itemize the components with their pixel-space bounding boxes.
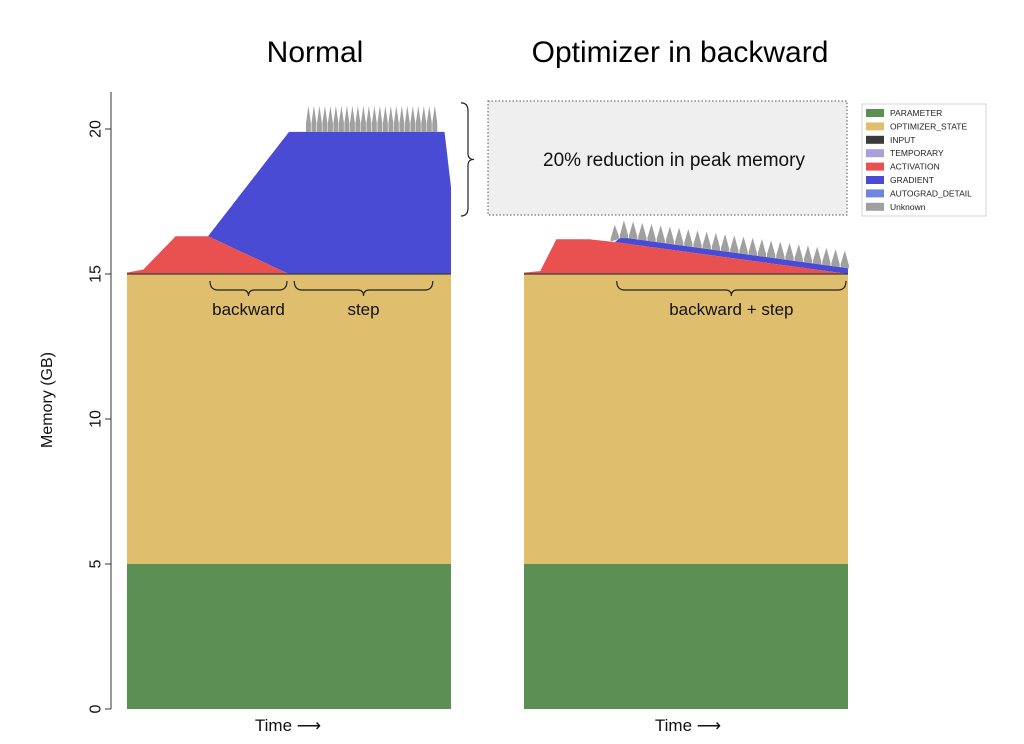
- area-unknown-spike-normal-11: [360, 105, 366, 132]
- phase-label-backward-step: backward + step: [669, 300, 793, 319]
- area-unknown-spike-normal-22: [421, 105, 427, 132]
- area-unknown-spike-normal-15: [382, 105, 388, 132]
- area-unknown-spike-normal-17: [393, 105, 399, 132]
- area-unknown-spike-optimizer-in-backward-2: [619, 220, 629, 239]
- area-unknown-spike-normal-20: [410, 105, 416, 132]
- y-axis: 0 5 10 15 20 Memory (GB): [39, 92, 112, 713]
- area-activation-normal: [127, 236, 451, 274]
- legend-label-unknown: Unknown: [890, 202, 926, 212]
- phase-brace-backward-step: [616, 280, 847, 297]
- legend-swatch-autograd-detail: [866, 189, 884, 198]
- area-unknown-spike-optimizer-in-backward-12: [711, 232, 721, 251]
- area-unknown-spike-optimizer-in-backward-24: [822, 247, 831, 266]
- area-unknown-spike-normal-19: [404, 105, 410, 132]
- area-unknown-spike-optimizer-in-backward-21: [794, 244, 803, 262]
- y-tick-label-0: 0: [88, 704, 105, 713]
- area-unknown-spike-optimizer-in-backward-25: [831, 249, 840, 268]
- y-tick-label-5: 5: [88, 559, 105, 568]
- area-unknown-spike-normal-3: [317, 105, 322, 132]
- area-unknown-spike-normal-23: [426, 105, 432, 132]
- x-axis-label-normal: Time ⟶: [255, 716, 321, 735]
- area-unknown-spike-normal-8: [344, 105, 350, 132]
- area-activation-optimizer-in-backward: [524, 239, 848, 274]
- legend-swatch-activation: [866, 162, 884, 171]
- area-unknown-spike-normal-2: [311, 105, 317, 132]
- area-unknown-spike-optimizer-in-backward-16: [748, 237, 757, 256]
- area-unknown-spike-normal-24: [432, 105, 438, 132]
- area-unknown-spike-optimizer-in-backward-26: [840, 250, 849, 269]
- peak-memory-annotation: 20% reduction in peak memory: [460, 100, 848, 217]
- legend-swatch-unknown: [866, 202, 884, 211]
- legend-label-activation: ACTIVATION: [890, 162, 940, 172]
- area-unknown-spike-normal-14: [377, 105, 383, 132]
- legend-swatch-parameter: [866, 109, 884, 117]
- legend-swatch-optimizer-state: [866, 122, 884, 131]
- area-unknown-spike-optimizer-in-backward-13: [721, 234, 730, 252]
- area-unknown-spike-normal-21: [415, 105, 421, 132]
- panel-title-optimizer-in-backward: Optimizer in backward: [532, 36, 829, 69]
- legend-label-autograd-detail: AUTOGRAD_DETAIL: [890, 188, 972, 198]
- area-unknown-spike-optimizer-in-backward-14: [730, 235, 739, 254]
- area-unknown-spike-optimizer-in-backward-5: [647, 223, 656, 242]
- annotation-brace: [460, 102, 475, 217]
- annotation-text: 20% reduction in peak memory: [543, 150, 805, 171]
- area-unknown-spike-optimizer-in-backward-15: [739, 236, 748, 255]
- legend-swatch-temporary: [866, 149, 884, 158]
- area-unknown-spike-optimizer-in-backward-19: [776, 241, 785, 260]
- area-unknown-spike-optimizer-in-backward-10: [693, 230, 702, 249]
- annotation-box: [487, 100, 848, 216]
- legend-label-optimizer-state: OPTIMIZER_STATE: [890, 121, 967, 131]
- legend-swatch-gradient: [866, 176, 884, 184]
- area-unknown-spike-normal-4: [322, 105, 328, 132]
- area-unknown-spike-optimizer-in-backward-4: [638, 222, 647, 241]
- area-unknown-spike-optimizer-in-backward-8: [675, 227, 684, 246]
- y-tick-label-15: 15: [88, 265, 105, 283]
- area-unknown-spike-optimizer-in-backward-11: [702, 231, 711, 250]
- x-axis-label-optimizer-in-backward: Time ⟶: [655, 716, 721, 735]
- phase-brace-backward: [209, 280, 288, 297]
- panel-title-normal: Normal: [267, 36, 364, 69]
- y-tick-label-20: 20: [88, 120, 105, 138]
- area-unknown-spike-optimizer-in-backward-20: [785, 242, 794, 261]
- y-axis-label: Memory (GB): [39, 352, 56, 448]
- area-unknown-spike-normal-9: [349, 105, 355, 132]
- legend-label-parameter: PARAMETER: [890, 108, 942, 118]
- area-unknown-spike-optimizer-in-backward-18: [767, 240, 776, 259]
- area-unknown-spike-optimizer-in-backward-6: [656, 225, 665, 244]
- phase-label-step: step: [347, 300, 379, 319]
- area-unknown-spike-optimizer-in-backward-7: [665, 226, 675, 245]
- area-unknown-spike-optimizer-in-backward-9: [684, 229, 693, 247]
- legend-label-temporary: TEMPORARY: [890, 148, 944, 158]
- legend: PARAMETER OPTIMIZER_STATE INPUT TEMPORARY AC…: [861, 103, 987, 217]
- panel-normal: Normal backward step Time ⟶: [127, 36, 451, 735]
- area-unknown-spike-normal-16: [388, 105, 394, 132]
- area-gradient-normal: [127, 131, 451, 274]
- phase-brace-step: [293, 280, 434, 297]
- area-unknown-spike-optimizer-in-backward-23: [813, 246, 822, 265]
- legend-label-input: INPUT: [890, 135, 916, 145]
- area-unknown-spike-optimizer-in-backward-1: [610, 224, 619, 242]
- area-unknown-spike-optimizer-in-backward-17: [757, 239, 767, 257]
- area-unknown-spike-normal-1: [306, 105, 311, 132]
- area-parameter-normal: [127, 564, 451, 709]
- area-unknown-spike-normal-18: [399, 105, 405, 132]
- area-unknown-spike-normal-6: [333, 105, 339, 132]
- area-unknown-spike-optimizer-in-backward-3: [629, 221, 638, 240]
- area-unknown-spike-normal-12: [366, 105, 372, 132]
- area-optimizer-state-optimizer-in-backward: [524, 274, 848, 564]
- panel-optimizer-in-backward: Optimizer in backward backward + step Ti…: [524, 36, 849, 735]
- area-optimizer-state-normal: [127, 274, 451, 564]
- legend-swatch-input: [866, 135, 884, 144]
- area-parameter-optimizer-in-backward: [524, 564, 848, 709]
- area-unknown-spike-normal-5: [327, 105, 333, 132]
- area-unknown-spike-optimizer-in-backward-22: [803, 245, 813, 264]
- area-unknown-spike-normal-13: [371, 105, 377, 132]
- area-unknown-spike-normal-10: [355, 105, 361, 132]
- area-unknown-spike-normal-7: [338, 105, 344, 132]
- legend-label-gradient: GRADIENT: [890, 175, 934, 185]
- phase-label-backward: backward: [212, 300, 285, 319]
- y-tick-label-10: 10: [88, 410, 105, 428]
